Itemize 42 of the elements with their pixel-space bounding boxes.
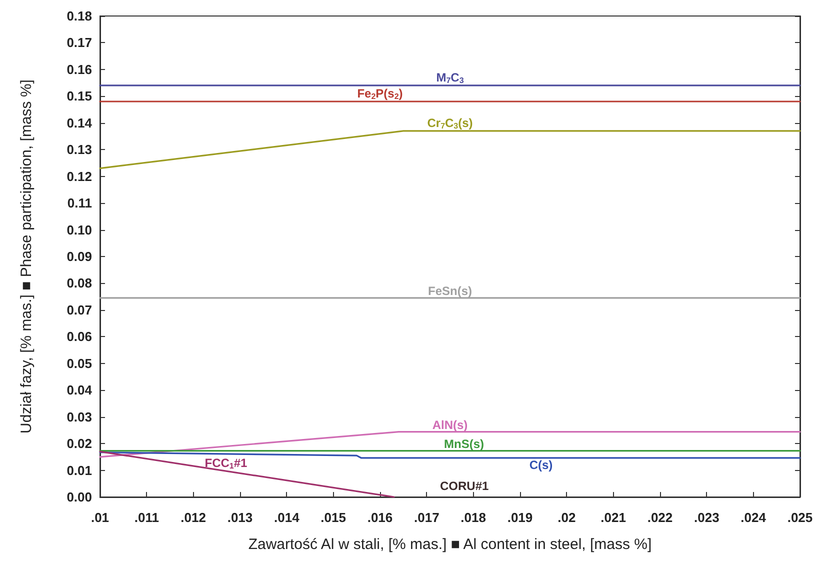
x-tick-label: .016	[367, 510, 393, 525]
x-tick-label: .017	[414, 510, 440, 525]
series-label: FeSn(s)	[428, 284, 472, 298]
y-tick-label: 0.01	[66, 462, 92, 478]
y-tick-label: 0.15	[66, 88, 92, 104]
y-tick-label: 0.06	[66, 329, 92, 344]
y-tick-label: 0.04	[66, 382, 93, 398]
x-axis-title: Zawartość Al w stali, [% mas.] ■ Al content in steel, [mass %]	[248, 536, 652, 553]
x-tick-label: .021	[600, 510, 626, 525]
y-tick-label: 0.02	[66, 436, 92, 452]
series-label: AlN(s)	[432, 418, 468, 432]
y-tick-label: 0.00	[66, 490, 92, 504]
y-tick-label: 0.17	[66, 35, 92, 50]
x-tick-label: .02	[558, 510, 576, 525]
x-tick-label: .024	[740, 510, 767, 525]
y-tick-label: 0.07	[66, 302, 92, 318]
y-tick-label: 0.03	[66, 409, 92, 424]
x-tick-label: .025	[787, 510, 813, 525]
x-tick-label: .01	[90, 510, 110, 525]
x-tick-label: .022	[647, 510, 673, 525]
y-tick-label: 0.12	[66, 168, 92, 184]
y-tick-label: 0.09	[66, 249, 92, 264]
y-tick-label: 0.16	[66, 62, 92, 77]
y-tick-label: 0.14	[66, 115, 93, 130]
x-tick-label: .018	[460, 510, 486, 525]
x-tick-label: .019	[507, 510, 533, 525]
y-axis-title: Udział fazy, [% mas.] ■ Phase participation, [mass %]	[18, 80, 35, 434]
y-tick-label: 0.13	[66, 142, 92, 158]
y-tick-label: 0.11	[67, 196, 92, 211]
series-label: C(s)	[529, 458, 553, 472]
x-tick-label: .014	[274, 510, 300, 525]
annotation: CORU#1	[440, 479, 490, 493]
y-tick-label: 0.18	[66, 8, 92, 24]
y-tick-label: 0.05	[66, 356, 92, 371]
series-label: MnS(s)	[444, 436, 484, 451]
x-tick-label: .012	[180, 510, 206, 525]
x-tick-label: .011	[134, 510, 159, 525]
x-tick-label: .013	[227, 510, 253, 525]
x-tick-label: .015	[320, 510, 346, 525]
y-tick-label: 0.10	[66, 222, 92, 238]
y-tick-label: 0.08	[66, 276, 92, 291]
x-tick-label: .023	[694, 510, 720, 525]
